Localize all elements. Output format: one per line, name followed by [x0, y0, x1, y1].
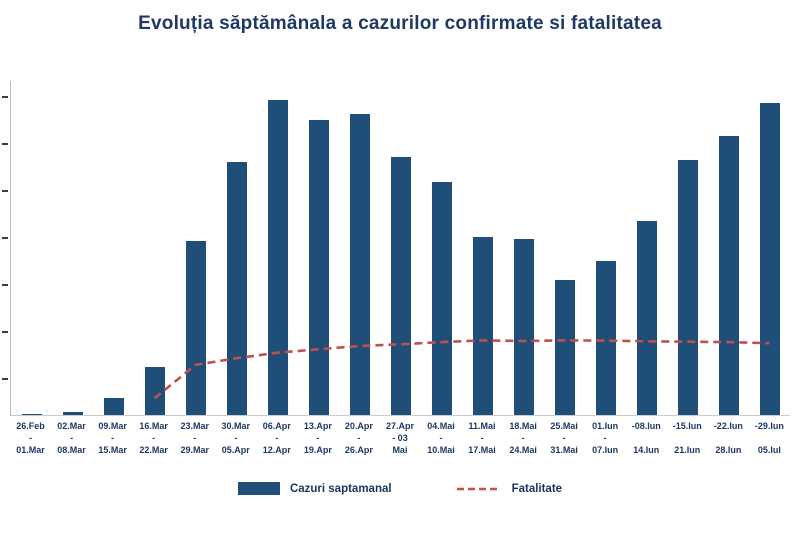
x-axis-label: 16.Mar -22.Mar [139, 421, 168, 455]
bar-column [708, 81, 749, 415]
cases-bar [308, 119, 329, 415]
bar-column [11, 81, 52, 415]
x-axis-label: 06.Apr -12.Apr [262, 421, 291, 455]
legend-item-fatality: Fatalitate [456, 482, 563, 495]
x-axis-label: 27.Apr - 03 Mai [385, 421, 414, 455]
cases-bar [62, 411, 83, 415]
cases-bar [267, 100, 288, 415]
bar-column [421, 81, 462, 415]
bar-column [52, 81, 93, 415]
x-axis-label: -15.Iun 21.Iun [672, 421, 702, 455]
x-axis-label: 23.Mar -29.Mar [180, 421, 209, 455]
y-axis-tick [2, 331, 8, 333]
cases-bar [21, 414, 42, 415]
x-axis-label: 30.Mar -05.Apr [221, 421, 251, 455]
legend-label-fatality: Fatalitate [511, 482, 563, 495]
bar-column [175, 81, 216, 415]
cases-bar [759, 103, 780, 415]
y-axis-tick [2, 237, 8, 239]
legend-label-cases: Cazuri saptamanal [289, 482, 392, 495]
cases-bar [349, 114, 370, 415]
bar-column [257, 81, 298, 415]
cases-bar [144, 367, 165, 415]
cases-bar [431, 182, 452, 415]
bar-column [339, 81, 380, 415]
bar-column [462, 81, 503, 415]
bar-column [667, 81, 708, 415]
bar-column [626, 81, 667, 415]
bar-column [749, 81, 790, 415]
x-axis-label: 13.Apr -19.Apr [303, 421, 332, 455]
y-axis-tick [2, 96, 8, 98]
bars-container [11, 81, 790, 415]
x-axis-labels: 26.Feb -01.Mar 02.Mar -08.Mar 09.Mar -15.Mar 1… [10, 420, 790, 456]
bar-column [298, 81, 339, 415]
cases-bar [595, 261, 616, 415]
cases-bar [718, 135, 739, 415]
cases-bar [513, 239, 534, 415]
x-axis-label: 04.Mai -10.Mai [427, 421, 455, 455]
legend: Cazuri saptamanal Fatalitate [0, 482, 800, 495]
bar-column [585, 81, 626, 415]
bar-swatch-icon [237, 482, 280, 495]
bar-column [216, 81, 257, 415]
x-axis-label: 02.Mar -08.Mar [57, 421, 86, 455]
legend-item-cases: Cazuri saptamanal [237, 482, 392, 495]
bar-column [380, 81, 421, 415]
dashed-line-swatch-icon [456, 487, 501, 490]
bar-column [544, 81, 585, 415]
y-axis-tick [2, 284, 8, 286]
cases-bar [554, 280, 575, 415]
cases-bar [185, 241, 206, 415]
x-axis-label: -08.Iun 14.Iun [631, 421, 661, 455]
cases-bar [390, 156, 411, 415]
x-axis-label: 11.Mai -17.Mai [468, 421, 496, 455]
cases-bar [677, 160, 698, 415]
bar-column [134, 81, 175, 415]
bar-column [503, 81, 544, 415]
x-axis-label: -22.Iun 28.Iun [713, 421, 743, 455]
cases-bar [103, 398, 124, 415]
x-axis-label: 18.Mai -24.Mai [509, 421, 537, 455]
cases-bar [472, 236, 493, 415]
x-axis-label: 09.Mar -15.Mar [98, 421, 127, 455]
cases-bar [636, 221, 657, 415]
y-axis-tick [2, 190, 8, 192]
y-axis-tick [2, 378, 8, 380]
bar-column [93, 81, 134, 415]
plot-area [2, 81, 790, 416]
x-axis-label: 25.Mai -31.Mai [550, 421, 578, 455]
page-title: Evoluția săptămânala a cazurilor confirm… [138, 13, 662, 34]
x-axis-label: 01.Iun -07.Iun [592, 421, 619, 455]
y-axis-tick [2, 143, 8, 145]
x-axis-label: 26.Feb -01.Mar [16, 421, 45, 455]
x-axis-label: -29.Iun 05.Iul [754, 421, 784, 455]
cases-bar [226, 162, 247, 415]
x-axis-label: 20.Apr -26.Apr [344, 421, 373, 455]
